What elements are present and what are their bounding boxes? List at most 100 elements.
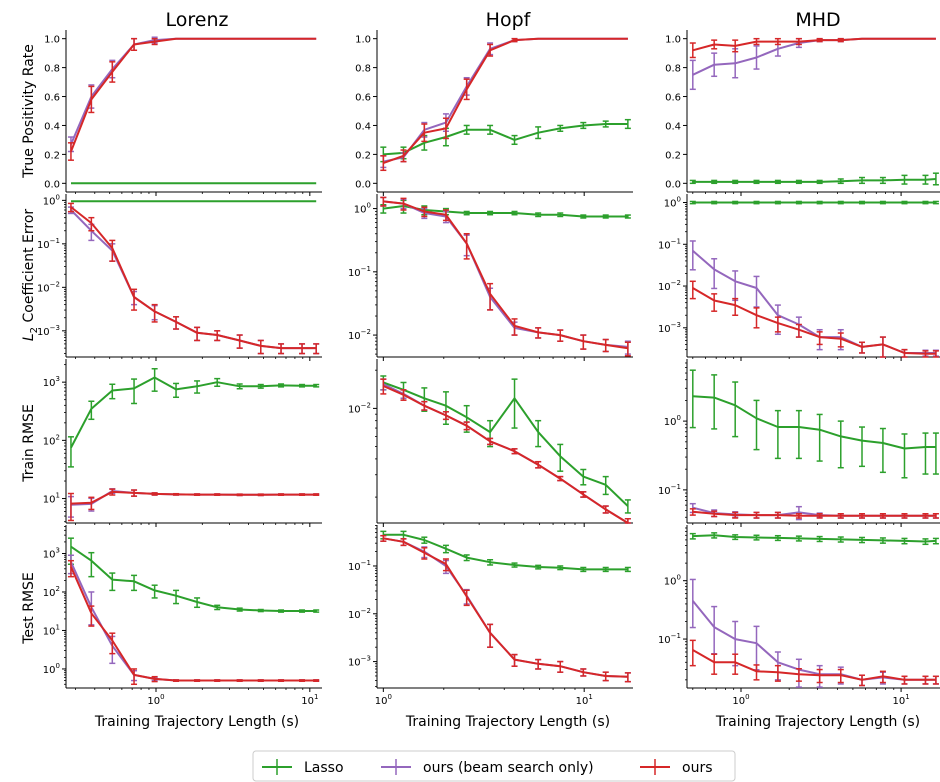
x-label-hopf: Training Trajectory Length (s)	[405, 714, 610, 730]
series-line-ours	[383, 200, 629, 350]
series-line-lasso	[382, 381, 629, 507]
y-tick-label-base: 10	[348, 610, 361, 621]
y-tick-label-exponent: 0	[56, 662, 60, 670]
legend-label-beam-search: ours (beam search only)	[423, 760, 594, 776]
y-tick-label-base: 10	[658, 635, 671, 646]
x-label-lorenz: Training Trajectory Length (s)	[94, 714, 299, 730]
y-tick-label-exponent: 0	[677, 196, 681, 204]
legend-label-ours: ours	[682, 760, 713, 776]
y-tick-label-exponent: −3	[361, 655, 371, 663]
y-tick-label: 100	[664, 196, 681, 210]
row-label-l2-rest: Coefficient Error	[21, 209, 37, 327]
y-tick-label-exponent: −2	[361, 328, 371, 336]
y-tick-label-exponent: 1	[56, 623, 60, 631]
series-ours	[380, 37, 628, 172]
x-tick-label-base: 10	[375, 696, 388, 707]
x-tick-label-exponent: 1	[588, 693, 592, 701]
y-tick-label: 0.0	[355, 179, 371, 190]
column-titles: Lorenz Hopf MHD	[166, 9, 841, 31]
y-tick-label-base: 10	[43, 588, 56, 599]
y-tick-label: 101	[43, 623, 60, 637]
y-tick-label-base: 10	[43, 626, 56, 637]
legend-label-lasso: Lasso	[304, 760, 344, 776]
x-tick-label-exponent: 0	[160, 693, 164, 701]
y-tick-label-base: 10	[43, 196, 56, 207]
y-tick-label-base: 10	[43, 665, 56, 676]
y-tick-label: 101	[43, 492, 60, 506]
x-tick-label: 101	[892, 693, 909, 707]
series-lasso	[689, 532, 939, 546]
y-tick-label-exponent: 0	[677, 414, 681, 422]
x-tick-label-exponent: 1	[905, 693, 909, 701]
y-tick-label-exponent: 0	[56, 193, 60, 201]
series-lasso	[380, 375, 631, 514]
y-tick-label: 10−2	[348, 328, 371, 342]
y-tick-label: 103	[43, 375, 60, 389]
y-tick-label-exponent: 0	[677, 574, 681, 582]
y-tick-label-base: 10	[43, 436, 56, 447]
y-tick-label-exponent: −2	[361, 401, 371, 409]
series-line-ours	[383, 537, 628, 678]
y-tick-label: 0.6	[44, 93, 60, 104]
series-ours	[67, 37, 317, 161]
x-tick-label: 101	[576, 693, 593, 707]
y-tick-label-exponent: −3	[671, 321, 681, 329]
y-tick-label: 0.0	[665, 179, 681, 190]
y-tick-label-exponent: −3	[50, 324, 60, 332]
column-title-mhd: MHD	[795, 9, 840, 31]
y-tick-label: 0.8	[355, 64, 371, 75]
y-tick-label: 10−1	[658, 632, 681, 646]
y-tick-label-base: 10	[658, 324, 671, 335]
row-label-l2-coefficient-error: L2 Coefficient Error	[21, 209, 40, 342]
x-tick-label-base: 10	[892, 696, 905, 707]
y-tick-label-base: 10	[658, 282, 671, 293]
x-tick-label-base: 10	[301, 696, 314, 707]
y-tick-label-exponent: −2	[361, 607, 371, 615]
series-lasso	[689, 172, 939, 186]
x-tick-label-base: 10	[147, 696, 160, 707]
y-tick-label: 0.4	[665, 121, 681, 132]
y-tick-label-exponent: 2	[56, 585, 60, 593]
x-label-mhd: Training Trajectory Length (s)	[715, 714, 920, 730]
y-tick-label-base: 10	[37, 240, 50, 251]
y-tick-label: 0.2	[355, 150, 371, 161]
series-line-lasso	[383, 533, 628, 571]
x-tick-label: 101	[301, 693, 318, 707]
series-lasso	[689, 200, 939, 205]
y-tick-label: 0.4	[44, 121, 60, 132]
y-tick-label: 0.6	[355, 93, 371, 104]
y-tick-label-base: 10	[43, 495, 56, 506]
panel-hopf-train: 10−2	[348, 359, 633, 527]
row-label-true-positivity-rate: True Positivity Rate	[21, 44, 37, 179]
x-tick-label-base: 10	[576, 696, 589, 707]
y-tick-label: 10−2	[348, 401, 371, 415]
legend-frame	[252, 750, 736, 782]
series-ours	[380, 378, 631, 524]
y-tick-label: 10−3	[348, 655, 371, 669]
y-tick-label-base: 10	[43, 549, 56, 560]
y-tick-label: 1.0	[355, 35, 371, 46]
y-tick-label: 103	[43, 546, 60, 560]
panel-lorenz-tpr: 0.0 0.2 0.4 0.6 0.8 1.0	[44, 30, 322, 196]
y-tick-label: 10−2	[658, 279, 681, 293]
series-line-lasso	[383, 123, 628, 156]
column-title-hopf: Hopf	[486, 9, 532, 31]
y-tick-label-exponent: 3	[56, 375, 60, 383]
x-tick-label-exponent: 0	[745, 693, 749, 701]
legend: Lasso ours (beam search only) ours	[252, 750, 736, 782]
y-tick-label: 10−3	[37, 324, 60, 338]
y-tick-label: 102	[43, 433, 60, 447]
y-tick-label-exponent: 1	[56, 492, 60, 500]
series-lasso	[67, 367, 320, 468]
series-line-ours	[382, 385, 629, 524]
y-tick-label-exponent: −1	[671, 237, 681, 245]
row-labels: True Positivity Rate L2 Coefficient Erro…	[21, 44, 40, 645]
x-tick-label-exponent: 1	[314, 693, 318, 701]
